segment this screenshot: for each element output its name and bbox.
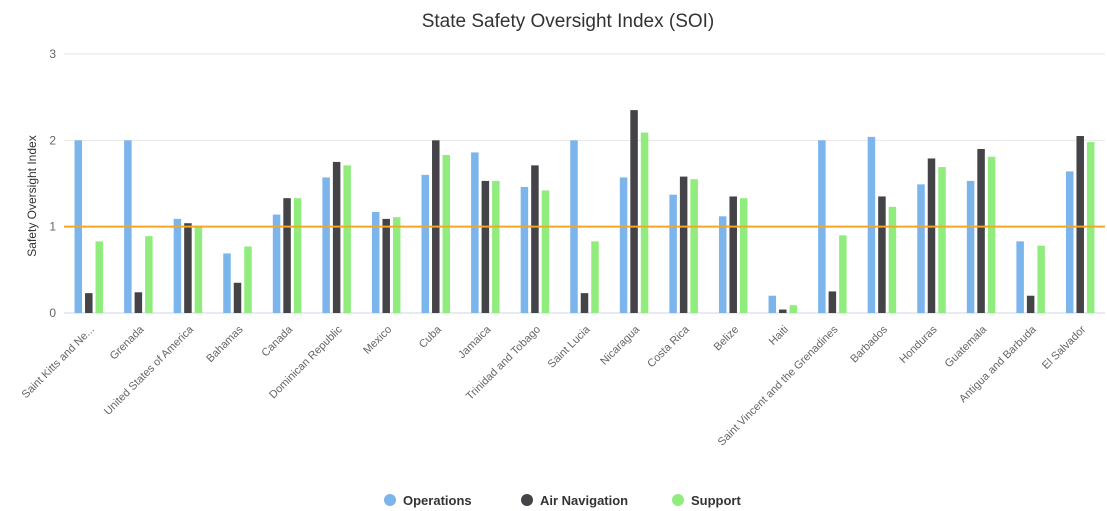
bar-air-navigation[interactable] bbox=[977, 148, 985, 313]
bar-support[interactable] bbox=[293, 198, 302, 313]
bar-support[interactable] bbox=[541, 190, 550, 313]
bar-support[interactable] bbox=[392, 217, 401, 313]
x-tick-label: Saint Kitts and Ne... bbox=[20, 324, 97, 401]
legend-marker bbox=[384, 494, 396, 506]
bar-support[interactable] bbox=[739, 198, 748, 313]
bar-air-navigation[interactable] bbox=[283, 198, 291, 313]
x-tick-label: Haiti bbox=[767, 324, 791, 348]
bar-air-navigation[interactable] bbox=[1026, 295, 1035, 313]
bar-air-navigation[interactable] bbox=[779, 309, 787, 313]
y-tick-label: 3 bbox=[49, 47, 56, 61]
x-tick-label: Nicaragua bbox=[598, 323, 643, 368]
x-tick-label: Guatemala bbox=[943, 323, 990, 370]
bar-air-navigation[interactable] bbox=[679, 176, 688, 313]
bar-air-navigation[interactable] bbox=[531, 165, 539, 313]
bar-support[interactable] bbox=[145, 236, 153, 313]
x-tick-label: Mexico bbox=[361, 324, 394, 357]
x-tick-label: Barbados bbox=[848, 323, 890, 365]
bar-operations[interactable] bbox=[966, 180, 975, 313]
bar-operations[interactable] bbox=[1016, 241, 1024, 313]
y-tick-label: 2 bbox=[49, 133, 56, 147]
bar-operations[interactable] bbox=[619, 177, 628, 313]
bar-support[interactable] bbox=[95, 241, 104, 313]
bar-support[interactable] bbox=[888, 206, 897, 313]
bar-air-navigation[interactable] bbox=[184, 223, 192, 313]
bar-operations[interactable] bbox=[173, 218, 182, 313]
bar-support[interactable] bbox=[194, 225, 203, 313]
bar-air-navigation[interactable] bbox=[580, 293, 589, 313]
bar-support[interactable] bbox=[987, 156, 996, 313]
chart-title: State Safety Oversight Index (SOI) bbox=[422, 11, 715, 32]
legend-marker bbox=[672, 494, 684, 506]
bar-operations[interactable] bbox=[867, 136, 876, 313]
legend-item-air-navigation[interactable]: Air Navigation bbox=[521, 493, 628, 508]
x-tick-label: Costa Rica bbox=[645, 323, 692, 370]
bar-support[interactable] bbox=[789, 305, 798, 313]
bar-support[interactable] bbox=[442, 155, 451, 313]
x-tick-label: Honduras bbox=[897, 323, 940, 366]
y-tick-label: 0 bbox=[49, 306, 56, 320]
bar-operations[interactable] bbox=[917, 184, 925, 313]
bar-air-navigation[interactable] bbox=[233, 282, 242, 313]
bar-air-navigation[interactable] bbox=[134, 292, 143, 313]
x-tick-label: Saint Lucia bbox=[546, 323, 594, 371]
bar-operations[interactable] bbox=[421, 174, 430, 313]
bar-support[interactable] bbox=[839, 235, 847, 313]
legend-label: Air Navigation bbox=[540, 493, 628, 508]
bar-support[interactable] bbox=[690, 179, 698, 313]
x-tick-label: Belize bbox=[712, 324, 742, 354]
legend-marker bbox=[521, 494, 533, 506]
bar-air-navigation[interactable] bbox=[729, 196, 737, 313]
bar-support[interactable] bbox=[492, 180, 500, 313]
bar-operations[interactable] bbox=[471, 152, 479, 313]
bar-operations[interactable] bbox=[1065, 171, 1074, 313]
bar-air-navigation[interactable] bbox=[878, 196, 886, 313]
legend-label: Operations bbox=[403, 493, 472, 508]
legend-label: Support bbox=[691, 493, 741, 508]
bar-operations[interactable] bbox=[768, 295, 777, 313]
y-tick-label: 1 bbox=[49, 220, 56, 234]
bar-operations[interactable] bbox=[223, 253, 231, 313]
y-axis-ticks: 0 1 2 3 bbox=[49, 47, 56, 320]
bar-air-navigation[interactable] bbox=[927, 158, 936, 313]
bar-operations[interactable] bbox=[371, 211, 380, 313]
x-tick-label: United States of America bbox=[102, 323, 197, 418]
bar-air-navigation[interactable] bbox=[630, 110, 638, 314]
bar-support[interactable] bbox=[938, 167, 946, 313]
legend: Operations Air Navigation Support bbox=[384, 493, 741, 508]
bar-support[interactable] bbox=[244, 246, 252, 313]
bar-air-navigation[interactable] bbox=[481, 180, 490, 313]
bar-operations[interactable] bbox=[322, 177, 330, 313]
bar-support[interactable] bbox=[343, 165, 351, 313]
bar-operations[interactable] bbox=[669, 194, 677, 313]
gridlines bbox=[64, 53, 1105, 314]
bar-operations[interactable] bbox=[520, 186, 529, 313]
bar-operations[interactable] bbox=[718, 216, 727, 313]
x-tick-label: Bahamas bbox=[204, 323, 246, 365]
x-tick-label: Grenada bbox=[108, 323, 147, 362]
bar-operations[interactable] bbox=[272, 214, 281, 313]
bar-air-navigation[interactable] bbox=[828, 291, 837, 313]
x-tick-label: Canada bbox=[259, 323, 295, 359]
x-tick-label: Cuba bbox=[417, 323, 445, 351]
bar-air-navigation[interactable] bbox=[332, 161, 341, 313]
y-axis-label: Safety Oversight Index bbox=[25, 135, 39, 256]
legend-item-support[interactable]: Support bbox=[672, 493, 741, 508]
bar-air-navigation[interactable] bbox=[382, 218, 390, 313]
bar-air-navigation[interactable] bbox=[85, 293, 93, 313]
bar-support[interactable] bbox=[1037, 245, 1045, 313]
legend-item-operations[interactable]: Operations bbox=[384, 493, 472, 508]
bar-support[interactable] bbox=[591, 241, 599, 313]
x-tick-label: Jamaica bbox=[456, 323, 494, 361]
bar-support[interactable] bbox=[640, 132, 649, 313]
x-tick-label: El Salvador bbox=[1040, 323, 1088, 371]
bar-air-navigation[interactable] bbox=[1076, 136, 1084, 313]
